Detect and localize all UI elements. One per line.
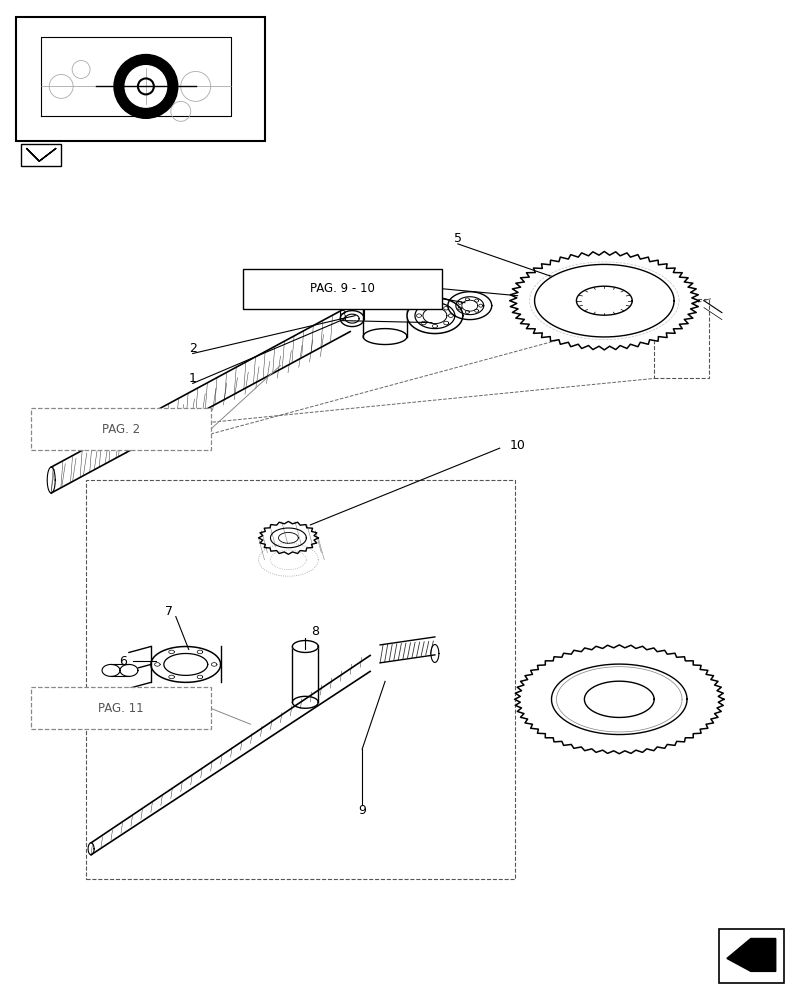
Text: 9: 9 (358, 804, 366, 817)
Text: 6: 6 (119, 655, 127, 668)
Circle shape (125, 66, 166, 107)
Polygon shape (551, 664, 686, 735)
Text: 8: 8 (311, 625, 319, 638)
Text: 5: 5 (453, 232, 461, 245)
Polygon shape (292, 641, 318, 652)
Polygon shape (726, 938, 775, 971)
Text: 3: 3 (338, 309, 345, 322)
Polygon shape (509, 251, 698, 350)
Bar (718, 929, 783, 983)
Polygon shape (151, 646, 221, 682)
Bar (16, 17, 265, 141)
Polygon shape (584, 681, 654, 717)
Text: 10: 10 (509, 439, 525, 452)
Bar (21, 144, 61, 166)
Polygon shape (26, 148, 56, 161)
Polygon shape (258, 521, 318, 554)
Text: 4: 4 (378, 276, 385, 289)
Polygon shape (514, 645, 723, 754)
Polygon shape (363, 293, 406, 309)
Bar (86, 480, 514, 879)
Polygon shape (576, 286, 632, 315)
Polygon shape (406, 298, 462, 334)
FancyBboxPatch shape (32, 687, 210, 729)
Polygon shape (270, 528, 306, 548)
Text: 7: 7 (165, 605, 173, 618)
Text: 2: 2 (189, 342, 196, 355)
Polygon shape (340, 311, 363, 327)
Text: PAG. 11: PAG. 11 (98, 702, 144, 715)
Bar (654, 299, 708, 378)
Polygon shape (534, 264, 673, 337)
Text: PAG. 9 - 10: PAG. 9 - 10 (310, 282, 374, 295)
FancyBboxPatch shape (32, 408, 210, 450)
FancyBboxPatch shape (242, 269, 441, 309)
Polygon shape (448, 292, 491, 320)
Text: PAG. 2: PAG. 2 (102, 423, 139, 436)
Text: 1: 1 (189, 372, 196, 385)
Polygon shape (120, 664, 138, 676)
Circle shape (114, 55, 178, 118)
Polygon shape (164, 653, 208, 675)
